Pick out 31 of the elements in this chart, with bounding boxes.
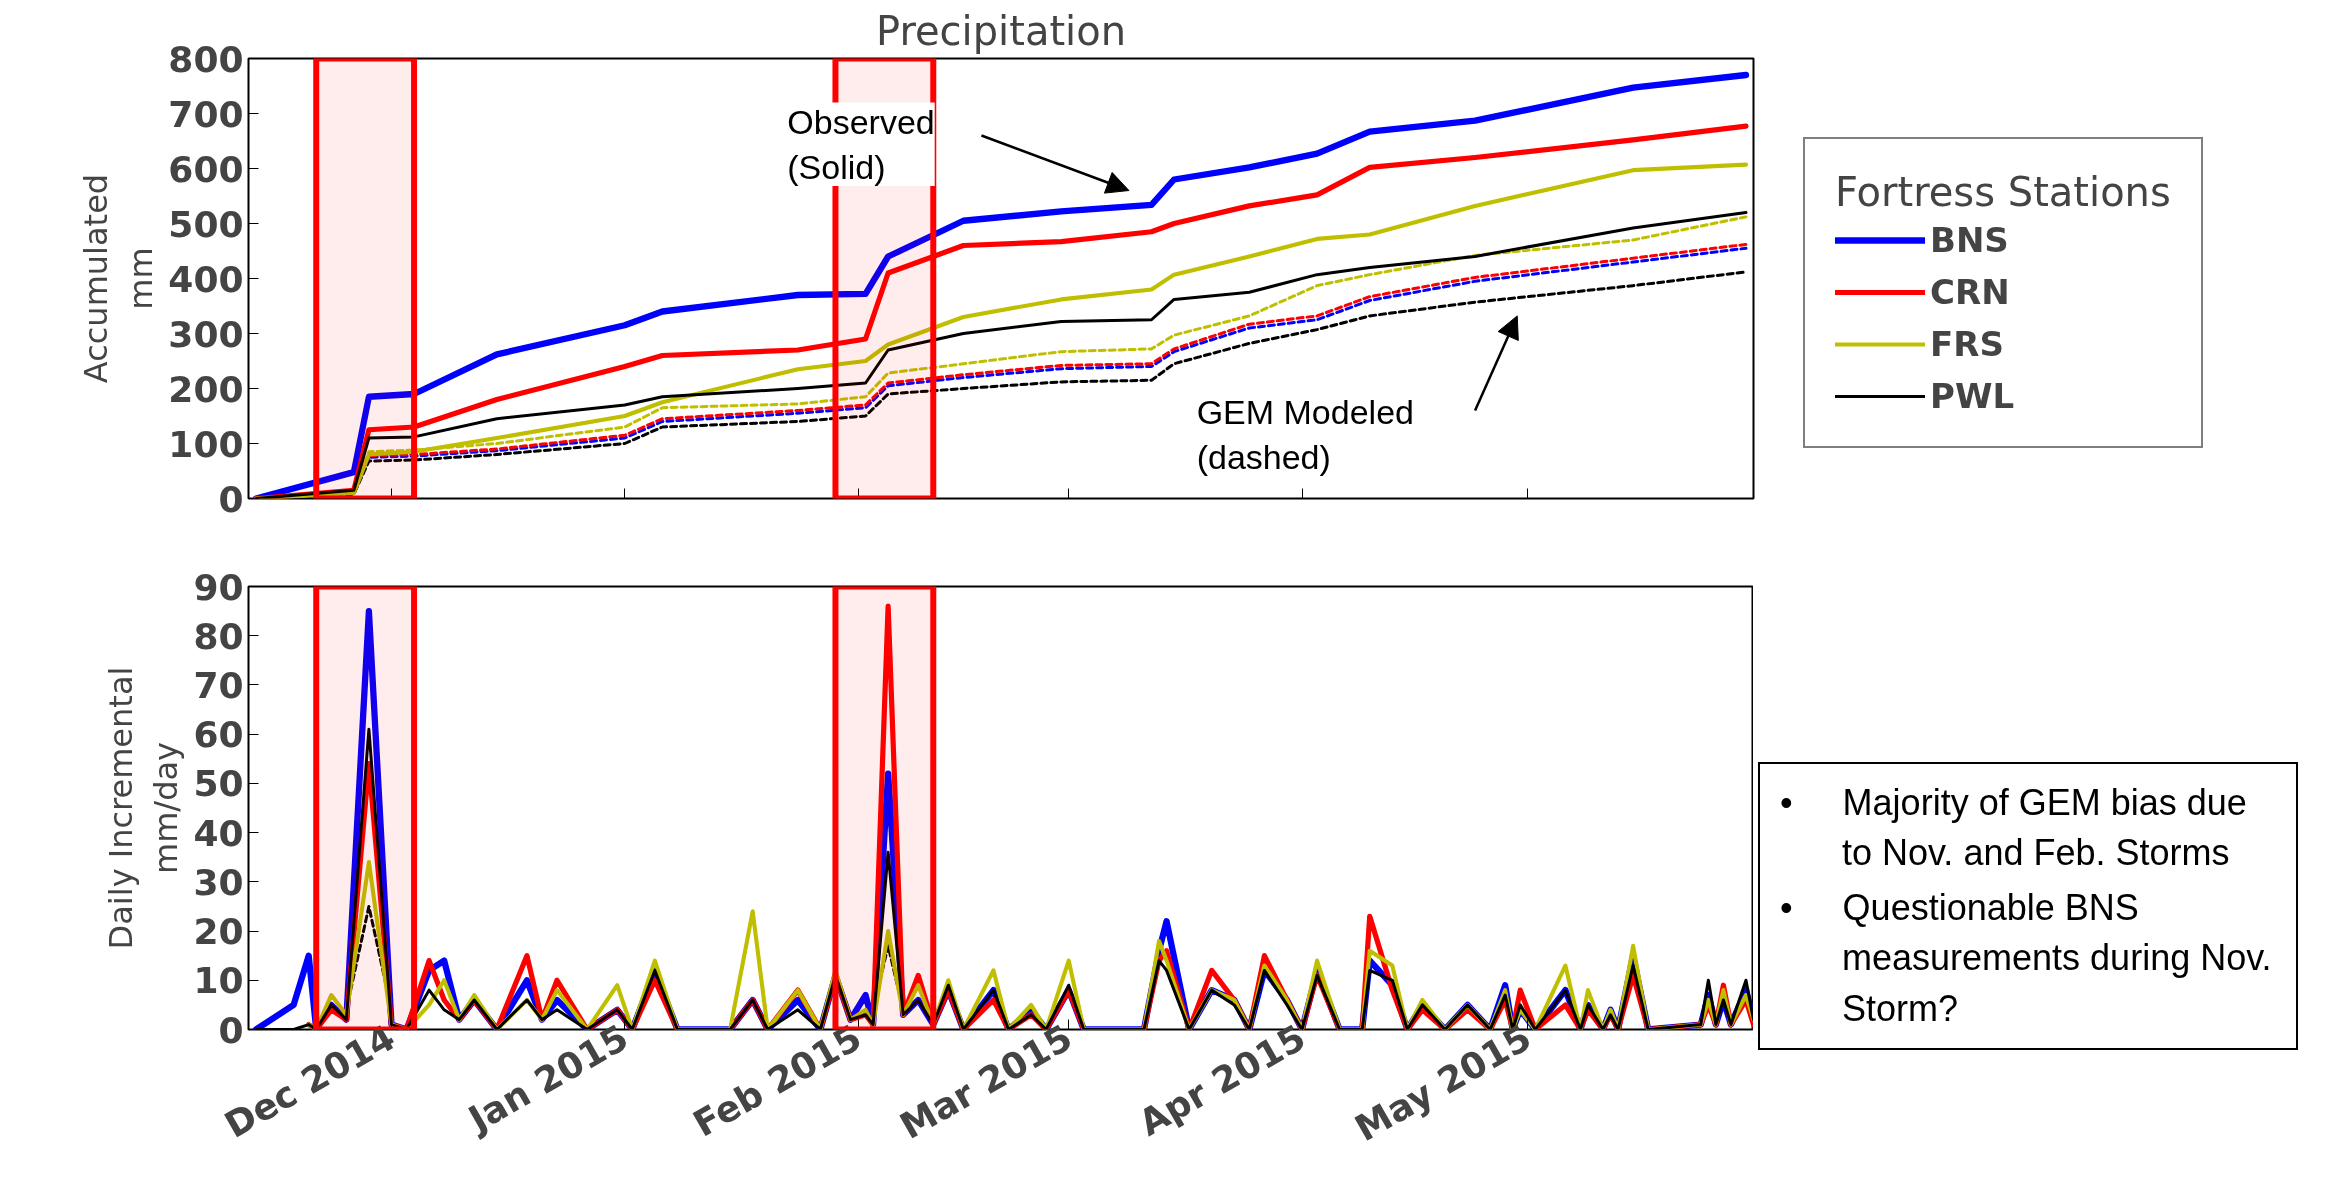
y-tick-label: 300: [168, 313, 244, 355]
y-tick-label: 800: [168, 38, 244, 80]
legend-label: PWL: [1930, 376, 2016, 416]
y-tick-label: 30: [193, 861, 244, 903]
y-tick-label: 40: [193, 812, 244, 854]
y-tick-label: 10: [193, 960, 244, 1002]
legend-label: BNS: [1930, 220, 2010, 260]
legend-title: Fortress Stations: [1835, 169, 2171, 215]
y-tick-label: 400: [168, 258, 244, 300]
annotation: Observed (Solid): [787, 102, 935, 187]
chart-title: Precipitation: [875, 7, 1127, 54]
y-tick-label: 500: [168, 203, 244, 245]
y-tick-label: 20: [193, 911, 244, 953]
y-axis-title: Accumulated mm: [76, 173, 161, 384]
y-axis-title: Daily Incremental mm/day: [101, 666, 186, 950]
y-tick-label: 600: [168, 148, 244, 190]
y-tick-label: 60: [193, 714, 244, 756]
y-tick-label: 70: [193, 664, 244, 706]
y-tick-label: 100: [168, 423, 244, 465]
y-tick-label: 90: [193, 566, 244, 608]
text: • Majority of GEM bias due to Nov. and Feb. Storms: [1780, 781, 2248, 876]
y-tick-label: 0: [218, 478, 244, 520]
y-tick-label: 0: [218, 1009, 244, 1051]
legend-label: CRN: [1930, 272, 2011, 312]
y-tick-label: 80: [193, 615, 244, 657]
legend-label: FRS: [1930, 324, 2005, 364]
annotation: GEM Modeled (dashed): [1196, 392, 1414, 477]
y-tick-label: 50: [193, 763, 244, 805]
y-tick-label: 200: [168, 368, 244, 410]
y-tick-label: 700: [168, 93, 244, 135]
text: • Questionable BNS measurements during Nov. Storm?: [1780, 885, 2273, 1031]
